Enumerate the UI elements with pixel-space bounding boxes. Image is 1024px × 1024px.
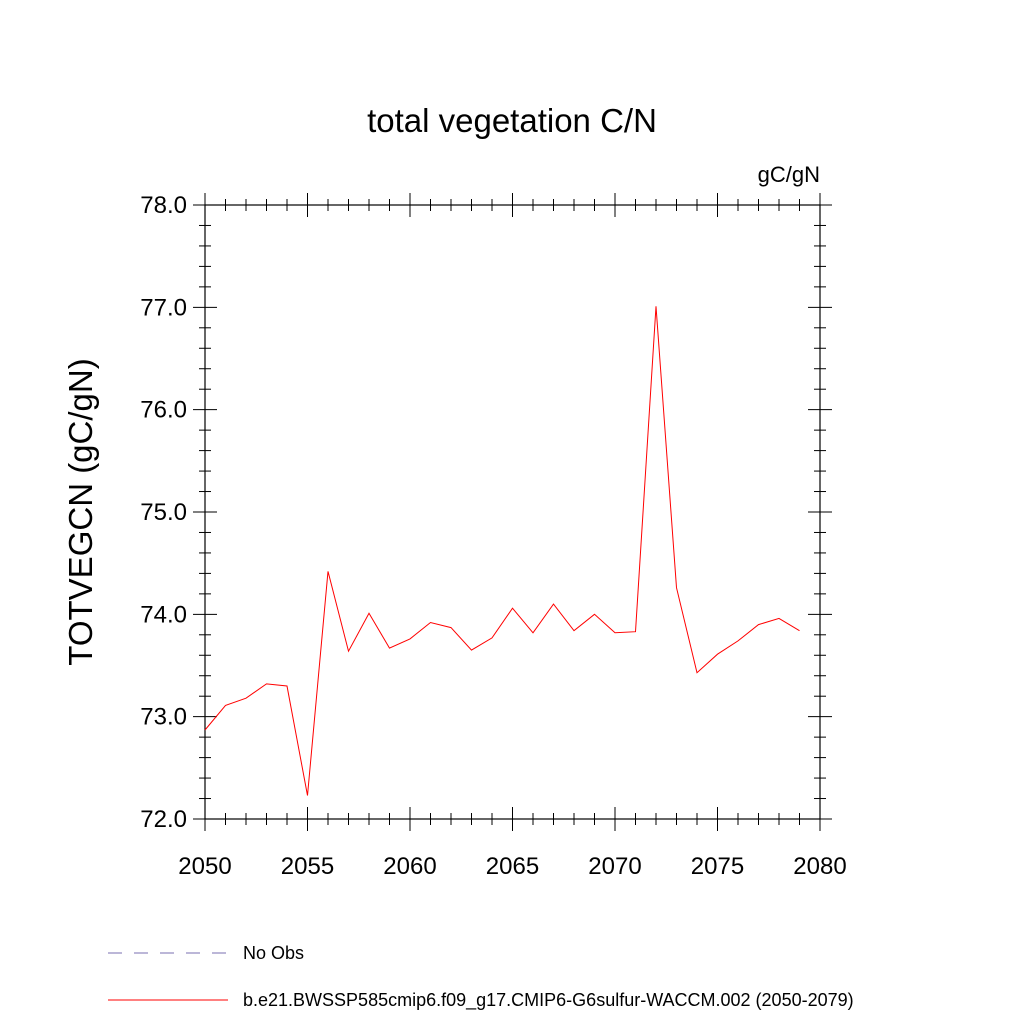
series-line [204, 306, 800, 796]
x-tick-label: 2080 [793, 853, 846, 880]
axis-ticks [193, 193, 832, 831]
y-tick-label: 75.0 [140, 499, 187, 526]
legend-label-model: b.e21.BWSSP585cmip6.f09_g17.CMIP6-G6sulf… [243, 990, 854, 1011]
units-label: gC/gN [758, 162, 820, 187]
y-tick-label: 77.0 [140, 294, 187, 321]
x-tick-label: 2075 [691, 853, 744, 880]
tick-labels: 72.0 73.0 74.0 75.0 76.0 77.0 78.0 2050 2055 2060… [140, 192, 846, 880]
plot-frame [204, 204, 821, 820]
y-tick-label: 72.0 [140, 806, 187, 833]
series-lines [204, 306, 800, 796]
y-tick-label: 76.0 [140, 397, 187, 424]
legend-label-no-obs: No Obs [243, 943, 304, 963]
chart-title: total vegetation C/N [367, 102, 657, 139]
x-tick-label: 2050 [178, 853, 231, 880]
y-tick-label: 73.0 [140, 704, 187, 731]
y-tick-label: 78.0 [140, 192, 187, 219]
y-axis-label: TOTVEGCN (gC/gN) [62, 358, 99, 665]
x-tick-label: 2070 [588, 853, 641, 880]
x-tick-label: 2065 [486, 853, 539, 880]
x-tick-label: 2060 [383, 853, 436, 880]
y-tick-label: 74.0 [140, 601, 187, 628]
legend: No Obs b.e21.BWSSP585cmip6.f09_g17.CMIP6… [108, 943, 854, 1011]
x-tick-label: 2055 [281, 853, 334, 880]
